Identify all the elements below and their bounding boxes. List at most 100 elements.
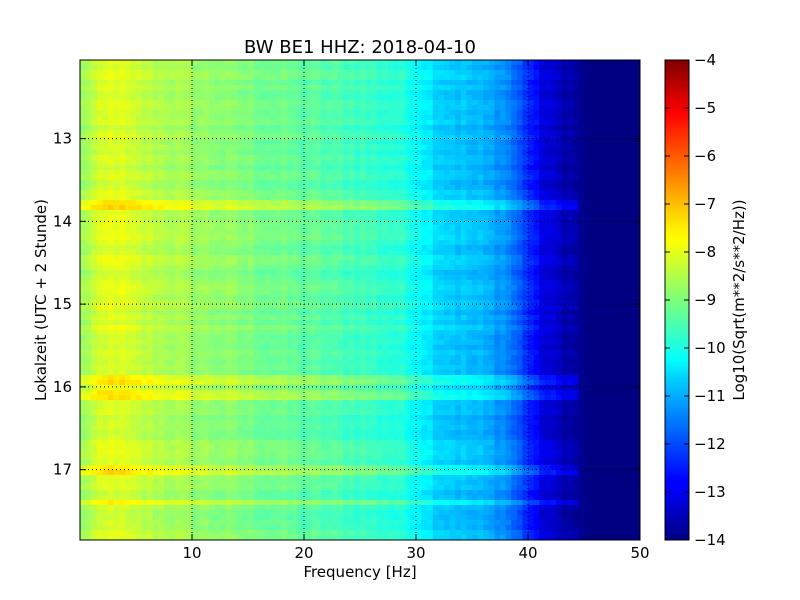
heatmap-cell [186, 275, 193, 281]
heatmap-cell [455, 300, 462, 306]
heatmap-cell [180, 250, 187, 256]
heatmap-cell [360, 255, 367, 261]
heatmap-cell [544, 270, 551, 276]
heatmap-cell [264, 125, 271, 131]
heatmap-cell [550, 125, 557, 131]
heatmap-cell [180, 130, 187, 136]
heatmap-cell [169, 75, 176, 81]
heatmap-cell [556, 110, 563, 116]
heatmap-cell [376, 170, 383, 176]
heatmap-cell [393, 300, 400, 306]
heatmap-cell [236, 180, 243, 186]
heatmap-cell [136, 245, 143, 251]
heatmap-cell [85, 165, 92, 171]
heatmap-cell [544, 280, 551, 286]
heatmap-cell [623, 165, 630, 171]
heatmap-cell [236, 85, 243, 91]
heatmap-cell [511, 175, 518, 181]
heatmap-cell [130, 95, 137, 101]
heatmap-cell [348, 215, 355, 221]
heatmap-cell [276, 305, 283, 311]
heatmap-cell [399, 70, 406, 76]
heatmap-cell [472, 125, 479, 131]
heatmap-cell [220, 85, 227, 91]
heatmap-cell [113, 85, 120, 91]
heatmap-cell [203, 255, 210, 261]
heatmap-cell [259, 75, 266, 81]
heatmap-cell [438, 200, 445, 206]
heatmap-cell [421, 145, 428, 151]
heatmap-cell [354, 295, 361, 301]
heatmap-cell [332, 140, 339, 146]
heatmap-cell [376, 290, 383, 296]
heatmap-cell [399, 145, 406, 151]
heatmap-cell [158, 80, 165, 86]
heatmap-cell [516, 140, 523, 146]
heatmap-cell [186, 245, 193, 251]
heatmap-cell [365, 75, 372, 81]
heatmap-cell [472, 105, 479, 111]
heatmap-cell [225, 145, 232, 151]
heatmap-cell [522, 280, 529, 286]
heatmap-cell [466, 235, 473, 241]
heatmap-cell [382, 80, 389, 86]
heatmap-cell [119, 130, 126, 136]
heatmap-cell [270, 150, 277, 156]
heatmap-cell [253, 135, 260, 141]
heatmap-cell [550, 260, 557, 266]
heatmap-cell [130, 70, 137, 76]
heatmap-cell [595, 75, 602, 81]
heatmap-cell [320, 95, 327, 101]
heatmap-cell [483, 165, 490, 171]
heatmap-cell [494, 60, 501, 66]
heatmap-cell [220, 115, 227, 121]
heatmap-cell [276, 280, 283, 286]
heatmap-cell [309, 150, 316, 156]
heatmap-cells [80, 60, 640, 540]
heatmap-cell [550, 65, 557, 71]
heatmap-cell [500, 220, 507, 226]
heatmap-cell [119, 295, 126, 301]
heatmap-cell [483, 265, 490, 271]
heatmap-cell [136, 190, 143, 196]
heatmap-cell [488, 135, 495, 141]
heatmap-cell [427, 205, 434, 211]
heatmap-cell [208, 210, 215, 216]
heatmap-cell [572, 90, 579, 96]
heatmap-cell [186, 185, 193, 191]
heatmap-cell [539, 175, 546, 181]
heatmap-cell [136, 90, 143, 96]
heatmap-cell [315, 280, 322, 286]
heatmap-cell [606, 260, 613, 266]
heatmap-cell [225, 245, 232, 251]
heatmap-cell [617, 250, 624, 256]
heatmap-cell [124, 115, 131, 121]
heatmap-cell [175, 170, 182, 176]
heatmap-cell [556, 70, 563, 76]
heatmap-cell [612, 125, 619, 131]
heatmap-cell [393, 240, 400, 246]
heatmap-cell [348, 190, 355, 196]
heatmap-cell [186, 155, 193, 161]
heatmap-cell [371, 120, 378, 126]
heatmap-cell [438, 155, 445, 161]
heatmap-cell [287, 185, 294, 191]
heatmap-cell [96, 135, 103, 141]
heatmap-cell [276, 120, 283, 126]
heatmap-cell [91, 60, 98, 66]
heatmap-cell [550, 60, 557, 66]
heatmap-cell [432, 145, 439, 151]
heatmap-cell [270, 275, 277, 281]
heatmap-cell [477, 245, 484, 251]
heatmap-cell [192, 90, 199, 96]
heatmap-cell [404, 100, 411, 106]
heatmap-cell [483, 150, 490, 156]
heatmap-cell [337, 215, 344, 221]
heatmap-cell [292, 260, 299, 266]
heatmap-cell [388, 285, 395, 291]
heatmap-cell [192, 95, 199, 101]
heatmap-cell [281, 60, 288, 66]
heatmap-cell [220, 225, 227, 231]
heatmap-cell [175, 275, 182, 281]
heatmap-cell [186, 195, 193, 201]
